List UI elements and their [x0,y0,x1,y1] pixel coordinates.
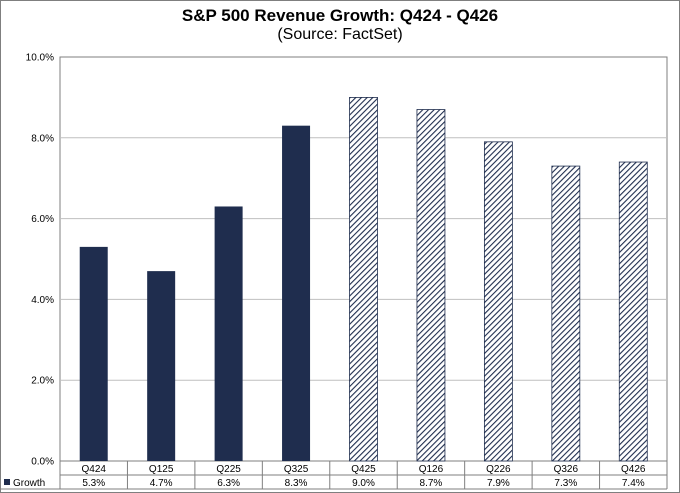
x-tick-label: Q226 [486,464,511,475]
bar [618,161,648,462]
y-tick-label: 8.0% [31,133,54,144]
data-label: 4.7% [150,478,173,489]
x-tick-label: Q325 [284,464,309,475]
chart-title: S&P 500 Revenue Growth: Q424 - Q426 [181,6,499,25]
data-label: 7.9% [487,478,510,489]
bar [483,141,513,462]
y-tick-label: 2.0% [31,376,54,387]
x-tick-label: Q426 [621,464,646,475]
data-label: 8.7% [420,478,443,489]
bar [147,271,176,461]
y-tick-label: 10.0% [26,53,54,64]
chart-subtitle: (Source: FactSet) [277,26,403,43]
y-tick-label: 0.0% [31,457,54,468]
y-tick-label: 6.0% [31,214,54,225]
data-label: 8.3% [285,478,308,489]
x-tick-label: Q424 [81,464,106,475]
bar [79,246,108,461]
x-tick-label: Q326 [554,464,579,475]
data-label: 5.3% [82,478,105,489]
bar [282,125,311,462]
bar [349,97,378,462]
x-tick-label: Q225 [216,464,241,475]
y-tick-label: 4.0% [31,295,54,306]
bar [551,165,581,462]
legend-swatch [4,479,10,485]
x-tick-label: Q126 [419,464,444,475]
data-label: 7.3% [554,478,577,489]
x-tick-label: Q125 [149,464,174,475]
legend-label: Growth [13,478,45,489]
data-label: 6.3% [217,478,240,489]
x-tick-label: Q425 [351,464,376,475]
data-label: 9.0% [352,478,375,489]
bar [214,206,243,461]
data-label: 7.4% [622,478,645,489]
bar [416,109,446,462]
